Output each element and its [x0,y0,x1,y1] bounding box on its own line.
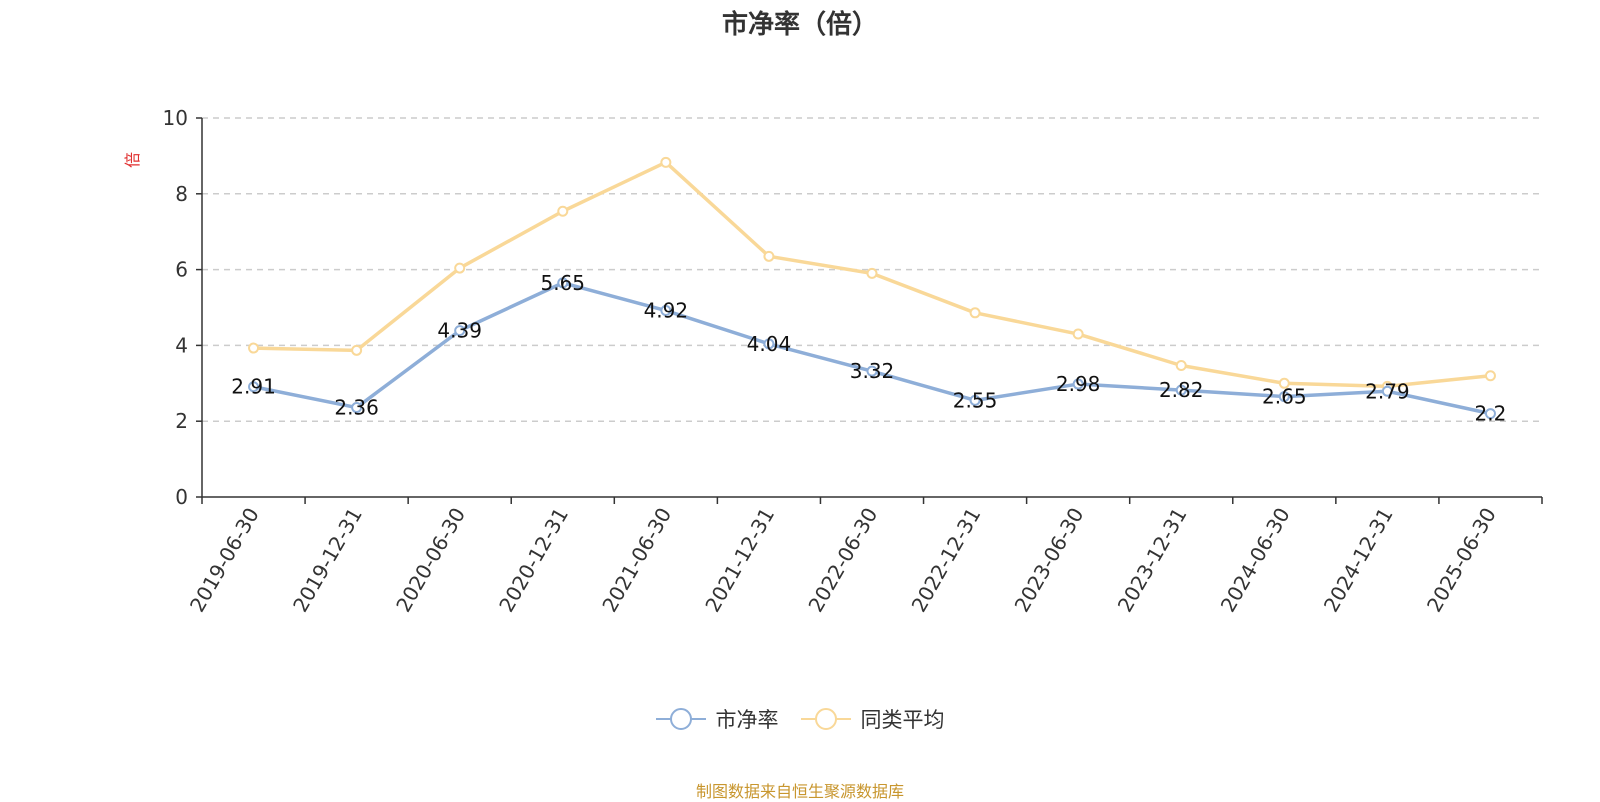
legend-swatch [800,708,851,730]
data-point [1278,391,1290,403]
x-tick-label: 2020-06-30 [391,504,470,617]
y-tick-label: 0 [175,485,188,509]
data-label: 2.55 [953,388,998,412]
data-point [1484,370,1496,382]
grid-lines [202,117,1542,422]
data-point [1072,378,1084,390]
chart-title: 市净率（倍） [721,10,878,40]
data-point [969,394,981,406]
data-point [557,277,569,289]
legend-item[interactable]: 市净率 [655,704,779,734]
data-point [1278,377,1290,389]
data-point [248,342,260,354]
data-point [763,338,775,350]
y-tick-label: 8 [175,182,188,206]
series-layer [248,156,1496,420]
data-point [557,205,569,217]
data-label: 4.04 [747,332,792,356]
data-point [866,365,878,377]
x-tick-label: 2023-12-31 [1113,504,1192,617]
x-tick-label: 2024-06-30 [1216,504,1295,617]
data-point [454,262,466,274]
legend: 市净率 同类平均 [0,704,1600,734]
x-tick-label: 2022-06-30 [803,504,882,617]
data-point [248,381,260,393]
data-point [1175,359,1187,371]
legend-label: 同类平均 [860,708,945,732]
x-tick-label: 2019-12-31 [288,504,367,617]
data-point [1175,384,1187,396]
data-label: 4.39 [437,319,482,343]
x-tick-label: 2024-12-31 [1319,504,1398,617]
data-label: 2.79 [1365,379,1410,403]
data-point [763,250,775,262]
data-label: 2.36 [334,396,379,420]
source-note: 制图数据来自恒生聚源数据库 [695,782,904,801]
data-label: 2.82 [1159,378,1204,402]
x-tick-label: 2019-06-30 [185,504,264,617]
y-tick-label: 6 [175,258,188,282]
data-label: 2.98 [1056,372,1101,396]
data-point [1381,385,1393,397]
data-point [969,307,981,319]
data-label: 2.91 [231,375,276,399]
data-labels: 2.91 2.36 4.39 5.65 4.92 4.04 3.32 2.55 2.98 2.82… [231,271,1506,426]
data-label: 5.65 [541,271,586,295]
data-label: 2.65 [1262,385,1307,409]
legend-item[interactable]: 同类平均 [800,704,945,734]
data-point [351,344,363,356]
y-tick-label: 10 [163,106,188,130]
data-label: 2.2 [1475,402,1507,426]
x-tick-label: 2023-06-30 [1010,504,1089,617]
legend-label: 市净率 [715,708,779,732]
data-point [1072,328,1084,340]
x-tick-label: 2021-12-31 [700,504,779,617]
data-point [351,402,363,414]
x-tick-label: 2021-06-30 [597,504,676,617]
data-point [660,305,672,317]
y-tick-label: 2 [175,409,188,433]
data-point [660,156,672,168]
y-tick-label: 4 [175,333,188,357]
y-axis-label: 倍 [123,152,142,168]
data-point [1484,408,1496,420]
data-point [866,267,878,279]
data-label: 3.32 [850,359,895,383]
x-tick-label: 2025-06-30 [1422,504,1501,617]
data-point [454,325,466,337]
legend-swatch [655,708,706,730]
x-tick-label: 2020-12-31 [494,504,573,617]
data-label: 4.92 [644,299,689,323]
x-tick-label: 2022-12-31 [907,504,986,617]
